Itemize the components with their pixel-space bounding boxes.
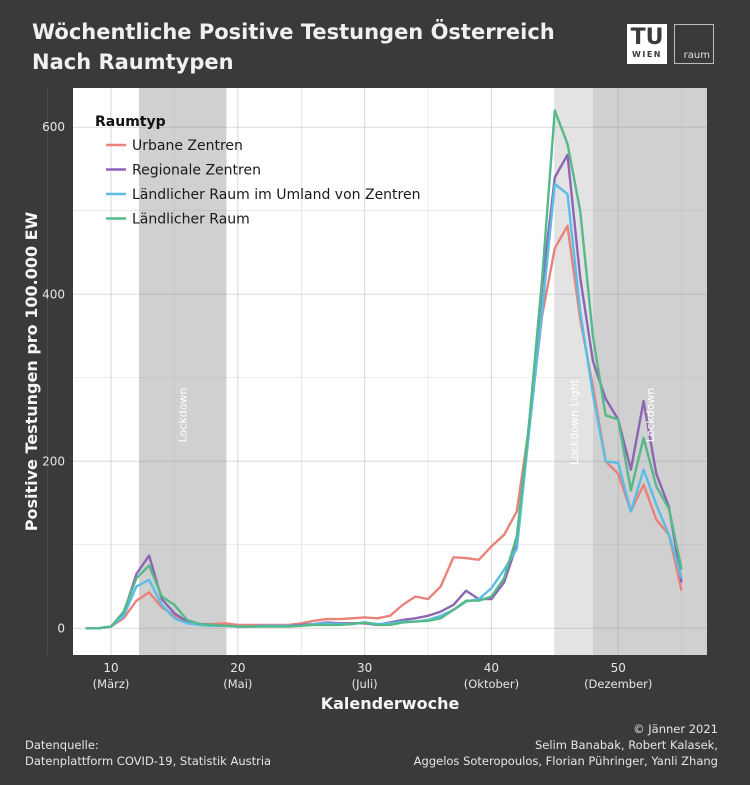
x-tick-sublabel: (März) <box>93 677 130 691</box>
legend: Raumtyp Urbane Zentren Regionale Zentren Lä… <box>95 114 420 228</box>
y-tick-label: 0 <box>57 621 65 635</box>
legend-entry: Regionale Zentren <box>132 163 261 179</box>
source-text: Datenplattform COVID-19, Statistik Austr… <box>25 754 272 768</box>
shade-period <box>138 88 227 655</box>
legend-entry: Ländlicher Raum im Umland von Zentren <box>132 187 420 203</box>
legend-entry: Urbane Zentren <box>132 138 243 154</box>
tu-wien-logo: TU WIEN <box>627 24 667 64</box>
authors-line-1: Selim Banabak, Robert Kalasek, <box>534 738 718 752</box>
shade-label: Lockdown <box>644 388 657 443</box>
axes: 10 (März) 20 (Mai) 30 (Juli) 40 (Oktober) 50 (Dez… <box>22 120 652 713</box>
y-axis-label: Positive Testungen pro 100.000 EW <box>22 211 41 531</box>
legend-title: Raumtyp <box>95 114 166 130</box>
legend-entry: Ländlicher Raum <box>132 212 250 228</box>
credits-note: © Jänner 2021 Selim Banabak, Robert Kala… <box>414 721 718 769</box>
series-lines <box>85 109 683 630</box>
shade-labels: Lockdown Lockdown Light Lockdown <box>177 378 657 464</box>
y-tick-label: 400 <box>42 287 65 301</box>
x-tick-label: 30 <box>357 661 372 675</box>
shade-label: Lockdown Light <box>568 378 581 464</box>
y-tick-label: 600 <box>42 120 65 134</box>
x-tick-sublabel: (Juli) <box>352 677 378 691</box>
raum-logo-text: raum <box>683 50 710 61</box>
tu-logo-text: TU <box>630 25 664 50</box>
gridlines <box>47 88 707 655</box>
copyright-text: © Jänner 2021 <box>633 722 718 736</box>
x-tick-label: 20 <box>230 661 245 675</box>
series-line <box>85 182 683 630</box>
x-axis-label: Kalenderwoche <box>321 694 460 713</box>
chart-title-line-1: Wöchentliche Positive Testungen Österrei… <box>32 20 555 44</box>
shaded-periods <box>138 88 707 655</box>
shade-label: Lockdown <box>177 388 190 443</box>
wien-logo-text: WIEN <box>632 50 662 59</box>
y-tick-label: 200 <box>42 454 65 468</box>
x-tick-sublabel: (Dezember) <box>584 677 652 691</box>
x-tick-sublabel: (Mai) <box>223 677 252 691</box>
series-line <box>85 109 683 630</box>
x-tick-label: 40 <box>484 661 499 675</box>
x-tick-label: 50 <box>611 661 626 675</box>
authors-line-2: Aggelos Soteropoulos, Florian Pühringer,… <box>413 754 718 768</box>
raum-logo: raum <box>674 24 714 64</box>
source-label: Datenquelle: <box>25 738 99 752</box>
chart-title-line-2: Nach Raumtypen <box>32 50 234 74</box>
x-tick-sublabel: (Oktober) <box>464 677 519 691</box>
shade-period <box>592 88 707 655</box>
x-tick-label: 10 <box>103 661 118 675</box>
data-source-note: Datenquelle: Datenplattform COVID-19, St… <box>25 737 271 769</box>
